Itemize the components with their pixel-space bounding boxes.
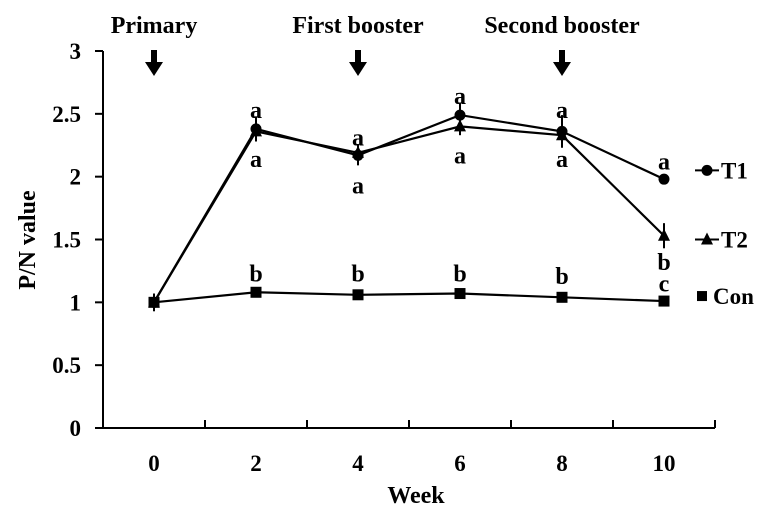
x-tick-label: 2 <box>250 451 262 476</box>
data-point-con <box>250 286 262 298</box>
series-layer <box>148 102 670 312</box>
y-axis-label: P/N value <box>15 190 41 290</box>
legend-label: T1 <box>721 158 748 183</box>
axes: 0 0.5 1 1.5 2 2.5 3 0 2 4 6 8 10 <box>52 39 716 476</box>
y-tick-label: 1.5 <box>52 228 81 253</box>
y-tick-label: 0 <box>70 416 82 441</box>
significance-letter: a <box>250 98 262 124</box>
series-line-con <box>153 291 665 304</box>
down-arrow-icon <box>349 50 367 76</box>
legend-marker-circle <box>701 164 713 176</box>
legend-label: Con <box>713 284 754 309</box>
down-arrow-shaft <box>151 50 157 63</box>
significance-letter: b <box>351 261 364 287</box>
data-point-t2 <box>454 119 466 132</box>
x-tick-label: 4 <box>352 451 364 476</box>
legend-item-t2: T2 <box>695 228 748 253</box>
significance-letter: a <box>556 147 568 173</box>
series-line-t1 <box>153 113 665 303</box>
y-tick-label: 2.5 <box>52 102 81 127</box>
series-t2 <box>148 117 670 312</box>
series-t1 <box>148 102 670 312</box>
data-point-con <box>454 288 466 300</box>
x-tick-label: 8 <box>556 451 568 476</box>
significance-letter: a <box>352 173 364 199</box>
legend-marker-triangle <box>701 232 713 245</box>
legend-item-t1: T1 <box>695 158 748 183</box>
down-arrow-icon <box>145 50 163 76</box>
down-arrow-head <box>349 62 367 76</box>
significance-letter: a <box>352 126 364 152</box>
x-tick-label: 6 <box>454 451 466 476</box>
series-line-t2 <box>153 125 665 303</box>
data-point-t1 <box>658 173 670 185</box>
y-tick-label: 2 <box>70 165 82 190</box>
significance-letter: b <box>555 264 568 290</box>
significance-letter: a <box>658 150 670 176</box>
vaccination-annotations: Primary First booster Second booster <box>111 13 640 76</box>
legend-label: T2 <box>721 228 748 253</box>
y-tick-label: 3 <box>70 39 82 64</box>
data-point-t2 <box>352 145 364 158</box>
annotation-label: Second booster <box>484 13 640 39</box>
series-con <box>148 286 670 312</box>
data-point-con <box>352 289 364 301</box>
significance-letter: a <box>454 84 466 110</box>
legend-item-con: Con <box>697 284 754 309</box>
x-tick-label: 10 <box>653 451 676 476</box>
down-arrow-shaft <box>559 50 565 63</box>
data-point-t2 <box>556 128 568 141</box>
y-tick-label: 0.5 <box>52 353 81 378</box>
data-point-con <box>556 291 568 303</box>
significance-letter: c <box>659 271 670 297</box>
down-arrow-head <box>553 62 571 76</box>
annotation-label: First booster <box>292 13 424 39</box>
significance-letter: b <box>657 250 670 276</box>
data-point-con <box>658 295 670 307</box>
legend-marker-square <box>697 291 707 302</box>
down-arrow-shaft <box>355 50 361 63</box>
significance-letter: b <box>249 261 262 287</box>
y-tick-label: 1 <box>70 290 82 315</box>
significance-letter: a <box>556 98 568 124</box>
significance-letter: a <box>454 143 466 169</box>
significance-letter: b <box>453 261 466 287</box>
data-point-t2 <box>250 124 262 137</box>
data-point-t2 <box>658 228 670 241</box>
legend: T1 T2 Con <box>695 158 754 309</box>
down-arrow-head <box>145 62 163 76</box>
down-arrow-icon <box>553 50 571 76</box>
x-tick-label: 0 <box>148 451 160 476</box>
data-point-t1 <box>454 109 466 121</box>
x-axis-label: Week <box>387 483 445 509</box>
data-point-con <box>148 296 160 308</box>
significance-letter: a <box>250 147 262 173</box>
annotation-label: Primary <box>111 13 198 39</box>
